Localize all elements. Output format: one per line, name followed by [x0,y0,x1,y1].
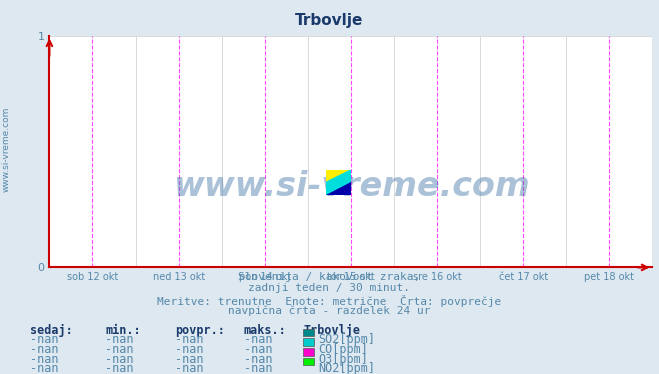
Text: -nan: -nan [105,333,134,346]
Text: Slovenija / kakovost zraka,: Slovenija / kakovost zraka, [239,272,420,282]
Text: -nan: -nan [175,353,203,366]
Text: -nan: -nan [30,362,58,374]
Text: O3[ppm]: O3[ppm] [318,353,368,366]
Text: maks.:: maks.: [244,324,287,337]
Text: navpična črta - razdelek 24 ur: navpična črta - razdelek 24 ur [228,306,431,316]
Text: Meritve: trenutne  Enote: metrične  Črta: povprečje: Meritve: trenutne Enote: metrične Črta: … [158,295,501,307]
Text: -nan: -nan [244,362,272,374]
Text: -nan: -nan [244,343,272,356]
Text: -nan: -nan [30,353,58,366]
Text: -nan: -nan [244,353,272,366]
Text: -nan: -nan [105,343,134,356]
Text: min.:: min.: [105,324,141,337]
Text: SO2[ppm]: SO2[ppm] [318,333,375,346]
Text: Trbovlje: Trbovlje [303,324,360,337]
Text: www.si-vreme.com: www.si-vreme.com [2,107,11,192]
Text: Trbovlje: Trbovlje [295,13,364,28]
Polygon shape [326,170,351,183]
Text: -nan: -nan [30,333,58,346]
Text: sedaj:: sedaj: [30,324,72,337]
Text: -nan: -nan [105,362,134,374]
Text: -nan: -nan [30,343,58,356]
Text: povpr.:: povpr.: [175,324,225,337]
Text: NO2[ppm]: NO2[ppm] [318,362,375,374]
Text: -nan: -nan [175,343,203,356]
Text: CO[ppm]: CO[ppm] [318,343,368,356]
Text: -nan: -nan [175,362,203,374]
Text: zadnji teden / 30 minut.: zadnji teden / 30 minut. [248,283,411,294]
Text: www.si-vreme.com: www.si-vreme.com [173,170,529,203]
Polygon shape [326,183,351,195]
Text: -nan: -nan [175,333,203,346]
Polygon shape [326,170,351,195]
Text: -nan: -nan [244,333,272,346]
Text: -nan: -nan [105,353,134,366]
